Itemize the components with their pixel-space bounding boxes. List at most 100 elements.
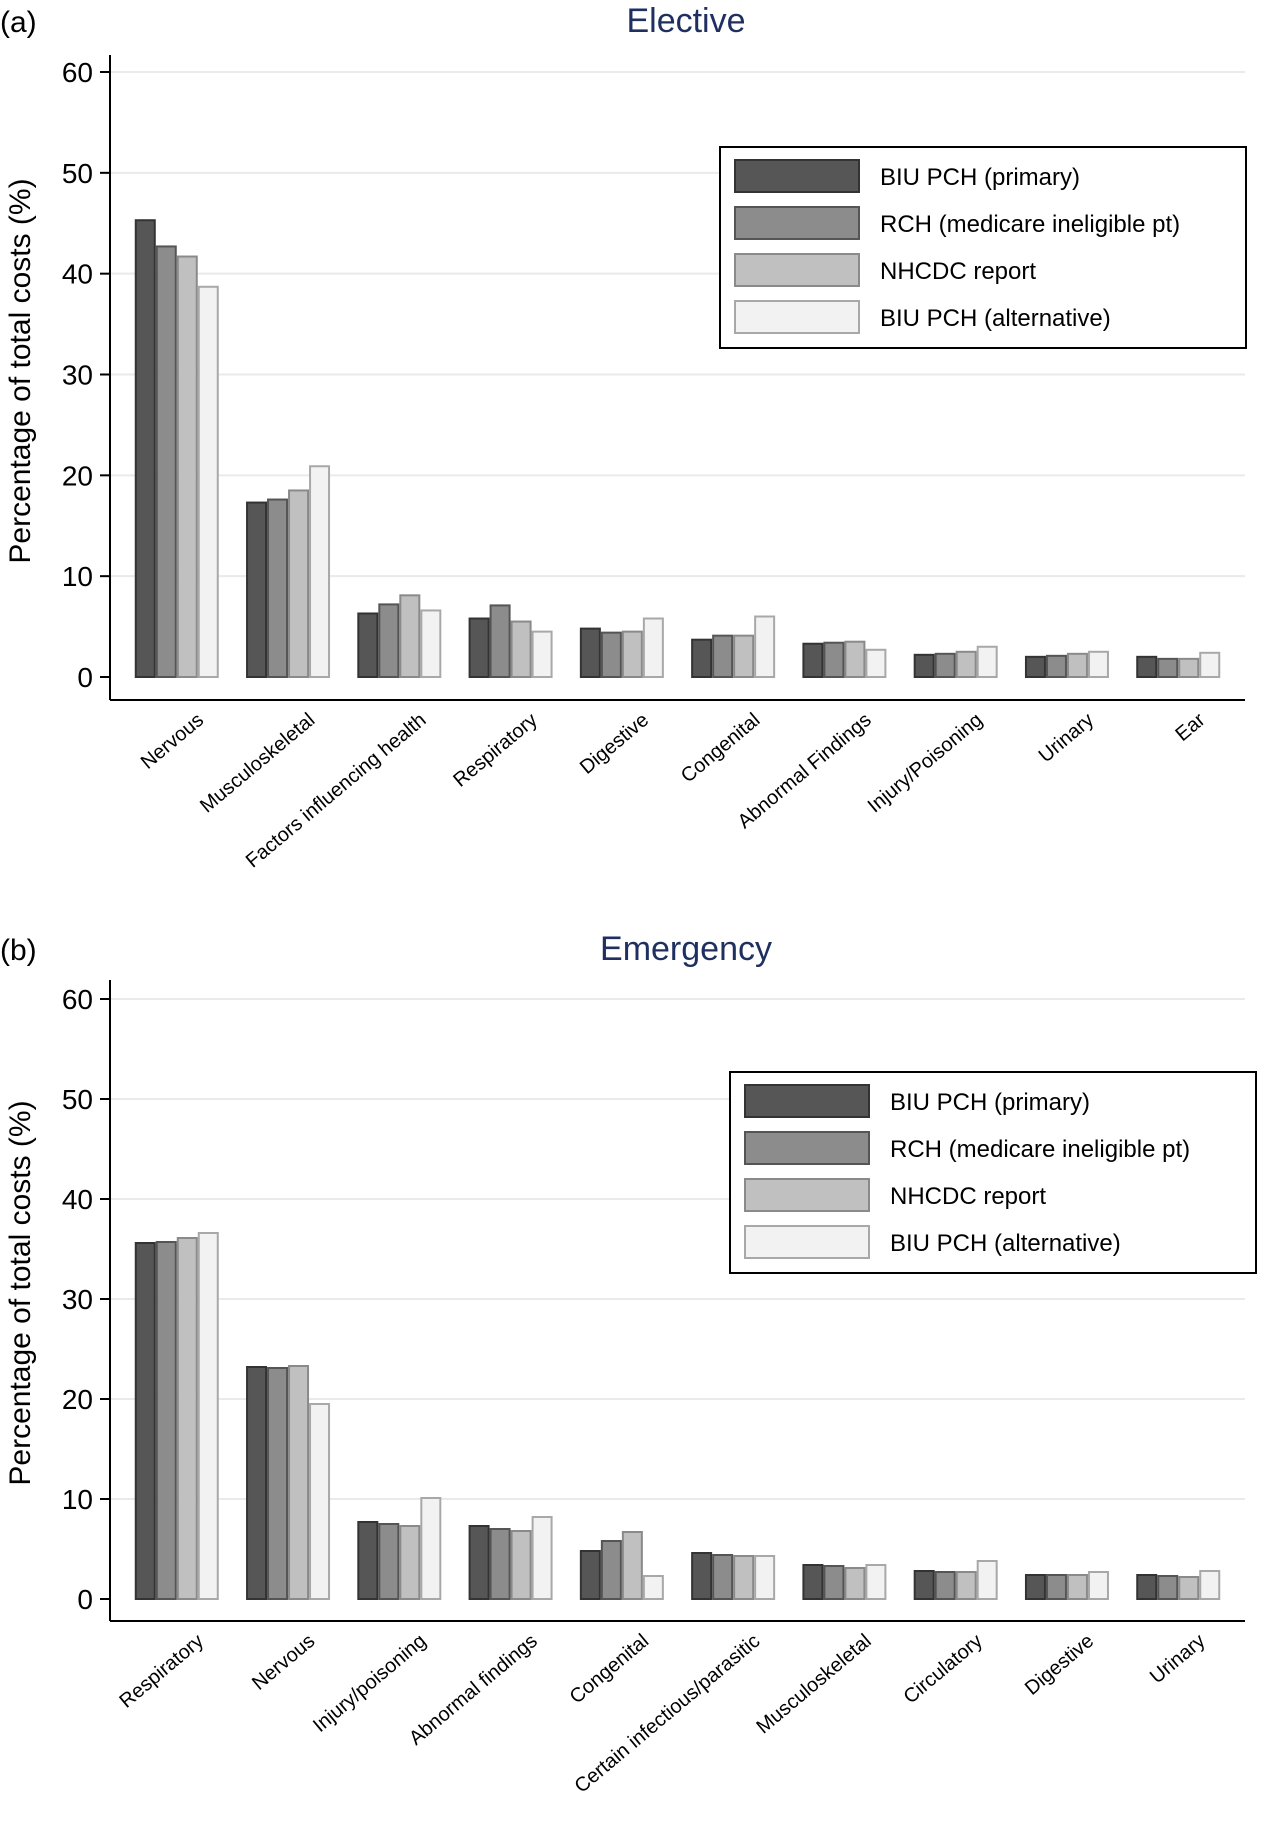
bar-urinary-series-4 xyxy=(1087,650,1109,679)
bar-musculoskeletal-series-2 xyxy=(823,1565,845,1600)
bar-nervous-series-1 xyxy=(246,1366,268,1600)
bar-congenital-series-2 xyxy=(712,634,734,678)
y-tick-label: 30 xyxy=(62,360,93,391)
bar-respiratory-series-3 xyxy=(510,620,532,679)
bar-ear-series-2 xyxy=(1157,657,1179,678)
bar-nervous-series-3 xyxy=(176,255,198,678)
bar-abnormal-findings-series-2 xyxy=(489,1528,511,1600)
bar-injury-poisoning-series-4 xyxy=(420,1497,442,1600)
x-tick-label: Digestive xyxy=(1021,1630,1098,1700)
bar-nervous-series-2 xyxy=(155,245,177,678)
x-tick-label: Congenital xyxy=(677,709,764,787)
bar-digestive-series-2 xyxy=(1045,1574,1067,1600)
x-tick-label: Digestive xyxy=(576,709,653,779)
bar-urinary-series-2 xyxy=(1157,1575,1179,1600)
y-tick-label: 30 xyxy=(62,1284,93,1315)
legend-swatch xyxy=(734,253,860,287)
bar-digestive-series-3 xyxy=(621,630,643,678)
y-tick-label: 20 xyxy=(62,1384,93,1415)
bar-digestive-series-2 xyxy=(600,631,622,679)
bar-digestive-series-1 xyxy=(579,627,601,678)
bar-abnormal-findings-series-3 xyxy=(844,640,866,678)
bar-congenital-series-3 xyxy=(733,634,755,678)
bar-injury-poisoning-series-2 xyxy=(378,1523,400,1600)
x-tick-label: Injury/Poisoning xyxy=(864,709,987,817)
emergency-chart: (b) Emergency Percentage of total costs … xyxy=(0,930,1257,1798)
x-tick-label: Nervous xyxy=(137,709,208,774)
legend-swatch xyxy=(734,159,860,193)
bar-musculoskeletal-series-3 xyxy=(844,1567,866,1600)
bar-digestive-series-1 xyxy=(1024,1574,1046,1600)
y-tick-label: 0 xyxy=(77,1584,93,1615)
x-tick-label: Musculoskeletal xyxy=(196,709,319,817)
bar-circulatory-series-1 xyxy=(913,1570,935,1600)
y-tick-label: 40 xyxy=(62,1184,93,1215)
y-tick-label: 20 xyxy=(62,460,93,491)
x-tick-label: Respiratory xyxy=(449,709,541,792)
bar-certain-infectious-parasitic-series-1 xyxy=(691,1552,713,1600)
x-tick-label: Congenital xyxy=(566,1630,653,1708)
y-tick-label: 10 xyxy=(62,1484,93,1515)
x-tick-label: Circulatory xyxy=(900,1630,987,1708)
legend-swatch xyxy=(734,300,860,334)
x-tick-label: Certain infectious/parasitic xyxy=(571,1630,765,1798)
bar-musculoskeletal-series-2 xyxy=(267,498,289,678)
bar-musculoskeletal-series-1 xyxy=(246,501,268,678)
legend-swatch xyxy=(744,1084,870,1118)
bar-factors-influencing-health-series-2 xyxy=(378,603,400,679)
x-tick-label: Factors influencing health xyxy=(242,709,431,872)
bar-ear-series-1 xyxy=(1136,655,1158,678)
bar-injury-poisoning-series-1 xyxy=(913,653,935,678)
bar-abnormal-findings-series-3 xyxy=(510,1530,532,1600)
bar-respiratory-series-2 xyxy=(155,1241,177,1600)
bar-circulatory-series-4 xyxy=(976,1560,998,1600)
legend-label: BIU PCH (alternative) xyxy=(880,305,1111,332)
bar-ear-series-4 xyxy=(1199,651,1221,678)
bar-digestive-series-4 xyxy=(642,617,664,678)
bar-congenital-series-2 xyxy=(600,1540,622,1600)
bar-congenital-series-1 xyxy=(691,638,713,678)
y-tick-label: 50 xyxy=(62,1084,93,1115)
bar-nervous-series-4 xyxy=(309,1403,331,1600)
bar-respiratory-series-4 xyxy=(197,1232,219,1600)
bar-urinary-series-3 xyxy=(1178,1576,1200,1600)
bar-congenital-series-1 xyxy=(579,1550,601,1600)
x-tick-label: Ear xyxy=(1171,709,1209,746)
bar-respiratory-series-1 xyxy=(468,617,490,678)
bar-abnormal-findings-series-4 xyxy=(865,648,887,679)
bar-injury-poisoning-series-2 xyxy=(934,652,956,679)
bar-musculoskeletal-series-4 xyxy=(309,465,331,678)
x-tick-label: Nervous xyxy=(248,1630,319,1695)
y-tick-label: 40 xyxy=(62,259,93,290)
bar-congenital-series-4 xyxy=(642,1575,664,1600)
bar-circulatory-series-3 xyxy=(955,1571,977,1600)
bar-musculoskeletal-series-1 xyxy=(802,1564,824,1600)
bar-abnormal-findings-series-4 xyxy=(531,1516,553,1600)
bar-urinary-series-3 xyxy=(1066,652,1088,679)
x-tick-label: Urinary xyxy=(1146,1630,1210,1688)
bar-factors-influencing-health-series-1 xyxy=(357,612,379,678)
bar-nervous-series-4 xyxy=(197,285,219,678)
chart-panel-emergency: (b) Emergency Percentage of total costs … xyxy=(0,923,1267,1846)
bar-nervous-series-2 xyxy=(267,1367,289,1600)
chart-title: Emergency xyxy=(600,930,772,968)
legend-swatch xyxy=(734,206,860,240)
legend-label: RCH (medicare ineligible pt) xyxy=(890,1136,1190,1163)
legend-swatch xyxy=(744,1225,870,1259)
bar-injury-poisoning-series-3 xyxy=(399,1525,421,1600)
bar-injury-poisoning-series-3 xyxy=(955,650,977,679)
y-axis-label: Percentage of total costs (%) xyxy=(4,178,37,563)
y-tick-label: 60 xyxy=(62,57,93,88)
legend-label: BIU PCH (alternative) xyxy=(890,1230,1121,1257)
bar-respiratory-series-3 xyxy=(176,1237,198,1600)
legend-swatch xyxy=(744,1131,870,1165)
chart-title: Elective xyxy=(626,2,745,40)
legend-label: BIU PCH (primary) xyxy=(880,164,1080,191)
bar-nervous-series-1 xyxy=(134,219,156,678)
bar-musculoskeletal-series-4 xyxy=(865,1564,887,1600)
bar-ear-series-3 xyxy=(1178,657,1200,678)
bar-nervous-series-3 xyxy=(288,1365,310,1600)
bar-certain-infectious-parasitic-series-2 xyxy=(712,1554,734,1600)
x-tick-label: Musculoskeletal xyxy=(752,1630,875,1738)
bar-factors-influencing-health-series-3 xyxy=(399,594,421,679)
